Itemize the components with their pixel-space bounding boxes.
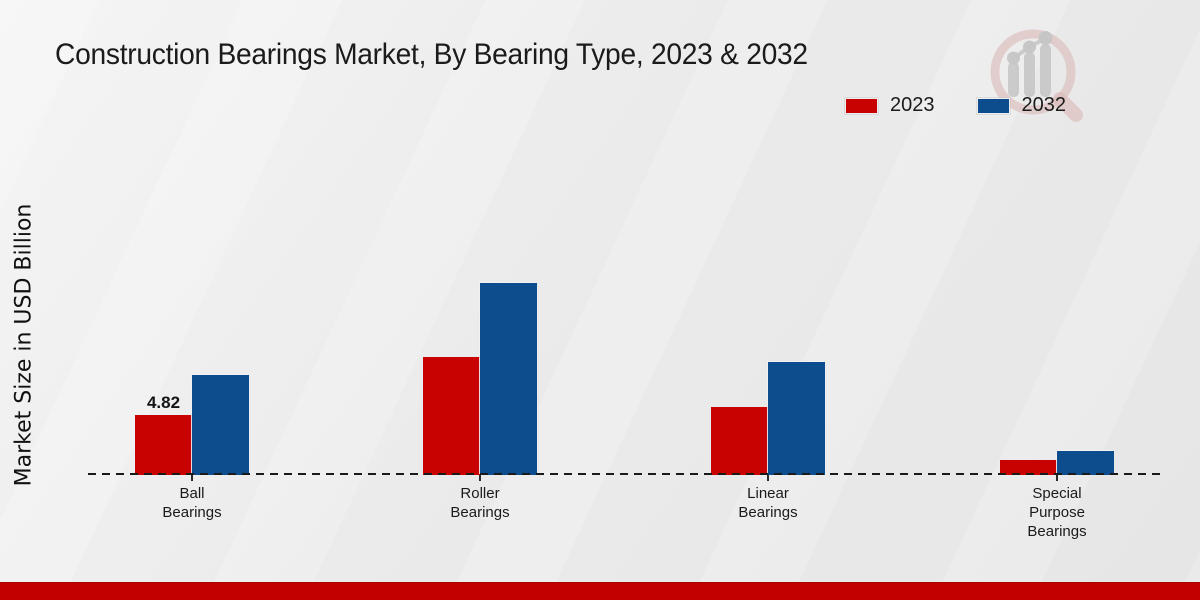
magnifier-growth-chart-watermark-icon bbox=[990, 29, 1083, 122]
bar-2032-special bbox=[1057, 451, 1114, 475]
legend-item-2023: 2023 bbox=[845, 94, 935, 117]
x-axis-tick bbox=[479, 475, 481, 481]
legend-swatch-2032 bbox=[976, 97, 1010, 114]
legend-label-2032: 2032 bbox=[1021, 94, 1067, 116]
legend: 2023 2032 bbox=[845, 94, 1066, 117]
legend-item-2032: 2032 bbox=[976, 94, 1067, 117]
bar-2023-special bbox=[1000, 460, 1057, 475]
chart-title: Construction Bearings Market, By Bearing… bbox=[55, 38, 808, 71]
bar-2023-linear bbox=[711, 407, 768, 475]
legend-swatch-2023 bbox=[845, 97, 878, 114]
bar-2032-roller bbox=[480, 283, 537, 475]
bar-2023-ball bbox=[135, 415, 192, 475]
x-axis-baseline bbox=[88, 473, 1163, 475]
bar-2023-roller bbox=[423, 357, 480, 475]
footer-accent-bar bbox=[0, 582, 1200, 600]
category-label-roller: Roller Bearings bbox=[450, 485, 510, 521]
x-axis-tick bbox=[191, 475, 193, 481]
category-label-special: Special Purpose Bearings bbox=[1027, 485, 1087, 540]
x-axis-tick bbox=[767, 475, 769, 481]
x-axis-tick bbox=[1056, 475, 1058, 481]
category-label-linear: Linear Bearings bbox=[738, 485, 798, 521]
bar-2032-linear bbox=[768, 362, 825, 475]
category-label-ball: Ball Bearings bbox=[162, 485, 222, 521]
bar-value-label: 4.82 bbox=[146, 393, 181, 412]
legend-label-2023: 2023 bbox=[890, 94, 935, 116]
bar-2032-ball bbox=[192, 375, 249, 475]
